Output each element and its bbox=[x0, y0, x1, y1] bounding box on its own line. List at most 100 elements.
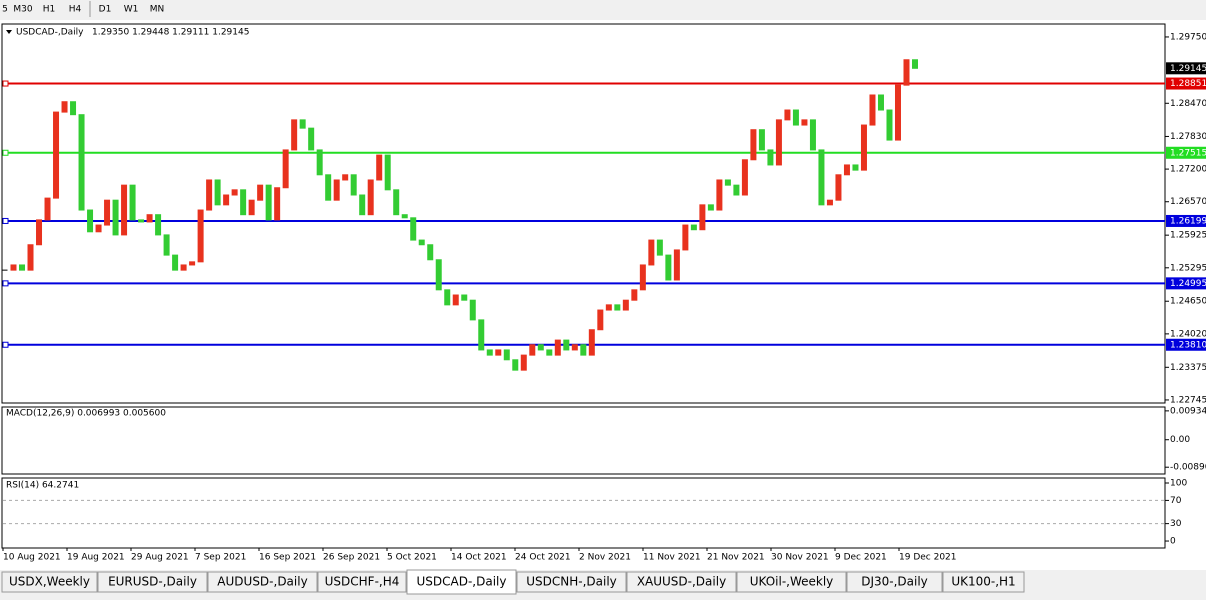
x-tick-label: 7 Sep 2021 bbox=[195, 553, 246, 563]
chart-tab[interactable]: USDCNH-,Daily bbox=[516, 571, 627, 593]
candle bbox=[410, 217, 417, 241]
candle bbox=[699, 204, 706, 231]
chart-window bbox=[0, 20, 1206, 570]
candle bbox=[112, 199, 119, 236]
candle bbox=[741, 159, 748, 196]
candle bbox=[146, 214, 153, 223]
candle bbox=[427, 244, 434, 261]
candle bbox=[36, 219, 43, 246]
chart-tab[interactable]: AUDUSD-,Daily bbox=[207, 571, 318, 593]
candle bbox=[614, 304, 621, 311]
x-tick-label: 19 Dec 2021 bbox=[899, 553, 957, 563]
candle bbox=[707, 204, 714, 211]
candle bbox=[461, 294, 468, 301]
candle bbox=[469, 299, 476, 321]
timeframe-button[interactable]: W1 bbox=[124, 5, 139, 15]
level-tag bbox=[1166, 77, 1206, 90]
timeframe-button[interactable]: H4 bbox=[69, 5, 82, 15]
tab-background bbox=[736, 571, 847, 593]
candle bbox=[231, 189, 238, 196]
candle bbox=[605, 304, 612, 311]
timeframe-button[interactable]: H1 bbox=[43, 5, 56, 15]
chart-tab[interactable]: USDCAD-,Daily bbox=[406, 569, 517, 595]
candle bbox=[588, 329, 595, 356]
candle bbox=[546, 349, 553, 356]
candle bbox=[155, 214, 162, 236]
x-tick-label: 2 Nov 2021 bbox=[579, 553, 631, 563]
candle bbox=[554, 339, 561, 356]
candle bbox=[435, 259, 442, 291]
timeframe-button[interactable]: D1 bbox=[99, 5, 112, 15]
chart-tab[interactable]: UKOil-,Weekly bbox=[736, 571, 847, 593]
tab-background bbox=[1, 571, 98, 593]
candle bbox=[180, 264, 187, 271]
y-tick-label: 1.28470 bbox=[1170, 99, 1206, 109]
tab-label: UK100-,H1 bbox=[951, 575, 1015, 589]
candle bbox=[452, 294, 459, 306]
candle bbox=[282, 149, 289, 189]
candle bbox=[826, 199, 833, 206]
candle bbox=[486, 349, 493, 356]
chart-tab[interactable]: XAUUSD-,Daily bbox=[626, 571, 737, 593]
candle bbox=[240, 189, 247, 216]
tab-background bbox=[846, 571, 943, 593]
candle bbox=[665, 254, 672, 281]
level-label: 1.23810 bbox=[1170, 340, 1206, 350]
chart-tab[interactable]: USDCHF-,H4 bbox=[317, 571, 407, 593]
price-label: 1.29145 bbox=[1170, 64, 1206, 74]
y-tick-label: 1.25295 bbox=[1170, 263, 1206, 273]
candle bbox=[121, 184, 128, 236]
x-tick-label: 30 Nov 2021 bbox=[771, 553, 829, 563]
tab-background bbox=[317, 571, 407, 593]
candle bbox=[95, 224, 102, 233]
candle bbox=[869, 94, 876, 126]
candle bbox=[104, 199, 111, 226]
candle bbox=[894, 84, 901, 141]
chart-tab[interactable]: UK100-,H1 bbox=[942, 571, 1025, 593]
x-tick-label: 16 Sep 2021 bbox=[259, 553, 316, 563]
x-tick-label: 5 Oct 2021 bbox=[387, 553, 437, 563]
candle bbox=[801, 119, 808, 126]
chart-tab[interactable]: DJ30-,Daily bbox=[846, 571, 943, 593]
candle bbox=[733, 184, 740, 196]
rsi-tick-label: 100 bbox=[1170, 478, 1187, 488]
candle bbox=[197, 209, 204, 263]
main-panel bbox=[1, 23, 1166, 404]
candle bbox=[393, 189, 400, 216]
candle bbox=[912, 59, 918, 69]
timeframe-button[interactable]: MN bbox=[150, 5, 165, 15]
level-label: 1.26199 bbox=[1170, 216, 1206, 226]
tab-label: EURUSD-,Daily bbox=[108, 575, 197, 589]
candle bbox=[291, 119, 298, 151]
macd-label: MACD(12,26,9) 0.006993 0.005600 bbox=[6, 409, 166, 419]
level-label: 1.28851 bbox=[1170, 79, 1206, 89]
candle bbox=[299, 119, 306, 129]
candle bbox=[189, 261, 196, 266]
y-tick-label: 1.22745 bbox=[1170, 395, 1206, 405]
tab-label: AUDUSD-,Daily bbox=[217, 575, 307, 589]
candle bbox=[903, 59, 910, 86]
y-tick-label: 1.29750 bbox=[1170, 32, 1206, 42]
chart-tab[interactable]: EURUSD-,Daily bbox=[97, 571, 208, 593]
candle bbox=[359, 194, 366, 216]
level-handle bbox=[2, 80, 9, 87]
candle bbox=[580, 344, 587, 356]
candle bbox=[673, 249, 680, 281]
candle bbox=[784, 109, 791, 121]
menu-arrow[interactable] bbox=[6, 30, 12, 34]
chart-tab[interactable]: USDX,Weekly bbox=[1, 571, 98, 593]
candle bbox=[308, 127, 315, 151]
candle bbox=[316, 149, 323, 176]
candle bbox=[622, 299, 629, 311]
timeframe-button[interactable]: M30 bbox=[13, 5, 32, 15]
candle bbox=[333, 179, 340, 201]
price-tag bbox=[1166, 62, 1206, 75]
candle bbox=[27, 244, 34, 271]
timeframe-button[interactable]: 5 bbox=[2, 5, 8, 15]
candle bbox=[274, 187, 281, 221]
candle bbox=[758, 129, 765, 151]
candle bbox=[44, 197, 51, 221]
candle bbox=[537, 344, 544, 351]
candle bbox=[631, 289, 638, 301]
ohlc: 1.29350 1.29448 1.29111 1.29145 bbox=[92, 28, 249, 38]
